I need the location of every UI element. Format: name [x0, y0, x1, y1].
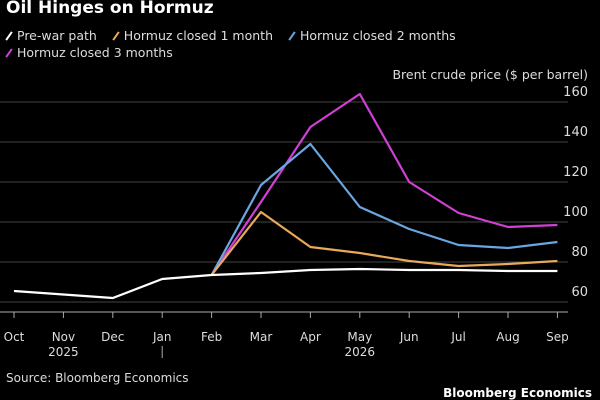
y-tick-label: 140	[563, 125, 588, 140]
source-note: Source: Bloomberg Economics	[6, 371, 189, 385]
year-label: 2026	[345, 345, 376, 359]
x-tick-label: Nov	[52, 330, 75, 344]
series-line-1	[210, 210, 558, 276]
legend: Pre-war path Hormuz closed 1 month Hormu…	[5, 27, 566, 61]
y-tick-label: 120	[563, 165, 588, 180]
legend-label: Pre-war path	[17, 28, 97, 43]
y-tick-label: 80	[571, 245, 588, 260]
legend-label: Hormuz closed 1 month	[123, 28, 273, 43]
y-tick-label: 160	[563, 85, 588, 100]
y-axis-label: Brent crude price ($ per barrel)	[392, 67, 588, 82]
series-line-3	[210, 92, 558, 276]
x-tick-label: Sep	[546, 330, 569, 344]
x-tick-label: Apr	[300, 330, 321, 344]
x-tick-label: Oct	[4, 330, 25, 344]
y-tick-label: 100	[563, 205, 588, 220]
series-line-0	[13, 267, 558, 300]
x-tick-label: Jan	[152, 330, 172, 344]
x-tick-label: Dec	[101, 330, 124, 344]
y-tick-label: 60	[571, 285, 588, 300]
legend-label: Hormuz closed 2 months	[299, 28, 456, 43]
legend-item: Hormuz closed 1 month	[112, 27, 273, 44]
x-tick-label: Jul	[450, 330, 465, 344]
chart-title: Oil Hinges on Hormuz	[6, 0, 214, 18]
x-tick-label: May	[347, 330, 372, 344]
x-tick-label: Mar	[250, 330, 273, 344]
x-tick-label: Feb	[201, 330, 222, 344]
legend-item: Hormuz closed 2 months	[288, 27, 456, 44]
series-line-2	[210, 142, 558, 276]
legend-item: Pre-war path	[5, 27, 97, 44]
legend-label: Hormuz closed 3 months	[17, 45, 173, 60]
x-tick-label: Jun	[399, 330, 419, 344]
year-label: 2025	[48, 345, 79, 359]
x-tick-label: Aug	[496, 330, 519, 344]
legend-item: Hormuz closed 3 months	[5, 44, 173, 61]
brand-logo: Bloomberg Economics	[443, 386, 592, 400]
